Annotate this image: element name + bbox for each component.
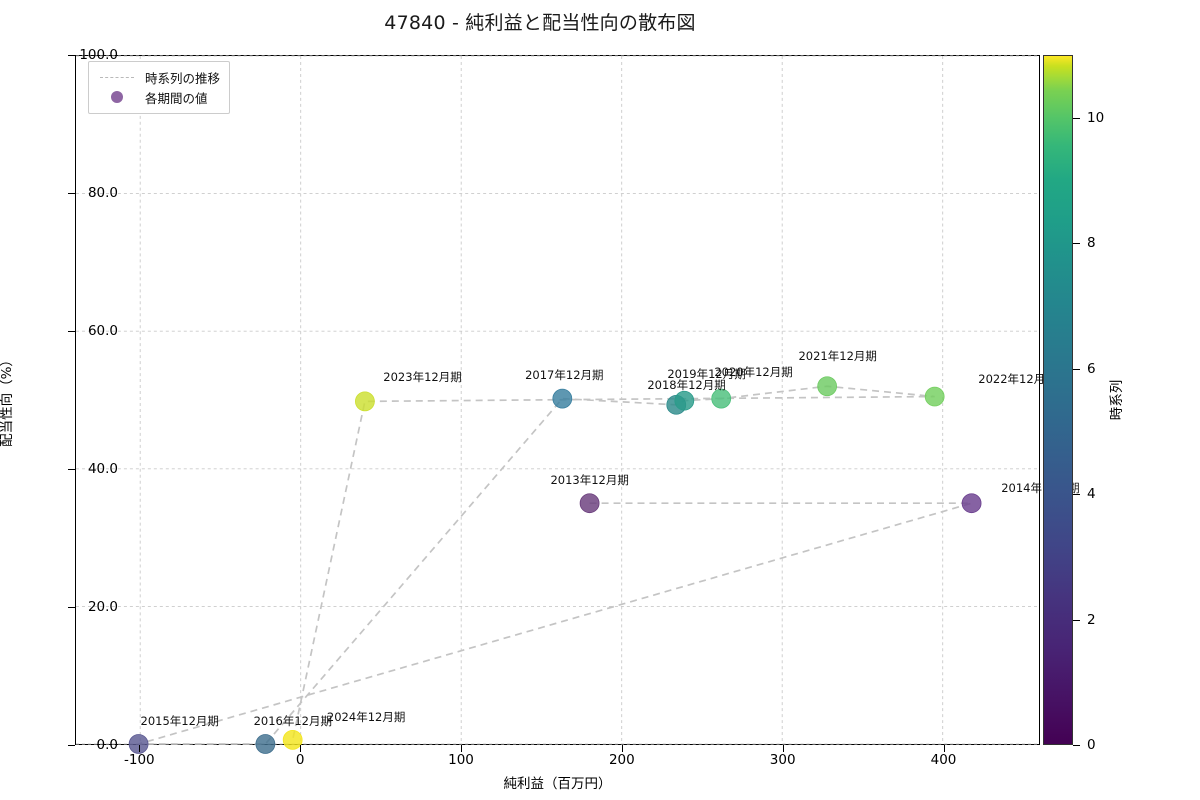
colorbar-tick-label: 4 bbox=[1087, 486, 1096, 503]
x-tick-mark bbox=[461, 745, 462, 752]
plot-area bbox=[75, 55, 1040, 754]
y-tick-label: 40.0 bbox=[87, 461, 118, 477]
y-tick-label: 100.0 bbox=[79, 47, 118, 63]
x-tick-label: 0 bbox=[295, 752, 305, 768]
colorbar-tick-mark bbox=[1073, 745, 1080, 746]
y-tick-label: 20.0 bbox=[87, 599, 118, 615]
y-tick-mark bbox=[68, 331, 75, 332]
data-series bbox=[128, 376, 982, 754]
legend-item-trend: 時系列の推移 bbox=[96, 67, 220, 87]
colorbar-tick-label: 2 bbox=[1087, 611, 1096, 628]
marker-dot-icon bbox=[96, 91, 138, 103]
data-point bbox=[355, 391, 375, 412]
x-tick-label: 200 bbox=[608, 752, 635, 768]
y-tick-label: 0.0 bbox=[96, 737, 118, 753]
colorbar-tick-mark bbox=[1073, 619, 1080, 621]
x-tick-mark bbox=[300, 745, 302, 752]
x-axis-label: 純利益（百万円） bbox=[503, 776, 612, 792]
y-tick-mark bbox=[68, 607, 75, 608]
data-point bbox=[255, 734, 276, 754]
data-point-label: 2023年12月期 bbox=[383, 370, 462, 385]
colorbar-tick-label: 0 bbox=[1087, 737, 1096, 753]
x-tick-label: 100 bbox=[448, 752, 474, 768]
x-tick-label: -100 bbox=[124, 752, 155, 768]
data-point-label: 2022年12月期 bbox=[978, 371, 1057, 386]
x-tick-mark bbox=[621, 745, 623, 752]
x-tick-mark bbox=[943, 745, 945, 752]
data-point bbox=[817, 376, 838, 397]
colorbar-gradient bbox=[1043, 55, 1073, 745]
colorbar-tick-label: 8 bbox=[1087, 235, 1096, 252]
y-tick-label: 80.0 bbox=[87, 185, 118, 201]
legend-label-trend: 時系列の推移 bbox=[145, 70, 221, 86]
colorbar bbox=[1043, 55, 1073, 745]
legend-item-values: 各期間の値 bbox=[96, 87, 220, 107]
data-point bbox=[961, 493, 982, 514]
colorbar-tick-mark bbox=[1073, 368, 1080, 370]
x-tick-label: 300 bbox=[769, 752, 796, 768]
data-point bbox=[579, 493, 600, 514]
data-point bbox=[128, 734, 149, 754]
x-tick-mark bbox=[782, 745, 784, 752]
colorbar-label: 時系列 bbox=[1109, 379, 1125, 421]
x-tick-mark bbox=[139, 745, 141, 752]
y-tick-mark bbox=[68, 55, 75, 56]
colorbar-tick-label: 10 bbox=[1087, 109, 1105, 126]
data-point-label: 2013年12月期 bbox=[550, 472, 629, 487]
legend: 時系列の推移 各期間の値 bbox=[88, 61, 231, 114]
data-point-label: 2019年12月期 bbox=[667, 366, 746, 381]
data-point bbox=[924, 386, 945, 407]
data-point-label: 2018年12月期 bbox=[647, 377, 726, 392]
data-point-label: 2017年12月期 bbox=[525, 367, 604, 382]
colorbar-tick-mark bbox=[1073, 494, 1080, 496]
legend-label-values: 各期間の値 bbox=[145, 90, 208, 106]
data-point-label: 2021年12月期 bbox=[798, 349, 877, 364]
data-point bbox=[711, 388, 732, 409]
data-point bbox=[674, 390, 695, 411]
x-tick-label: 400 bbox=[930, 752, 957, 768]
y-tick-label: 60.0 bbox=[87, 323, 118, 339]
colorbar-tick-mark bbox=[1073, 117, 1080, 119]
data-point bbox=[552, 388, 573, 409]
y-tick-mark bbox=[68, 193, 75, 194]
y-axis-label: 配当性向（%） bbox=[0, 353, 15, 447]
grid-lines bbox=[76, 55, 1039, 745]
page-title: 47840 - 純利益と配当性向の散布図 bbox=[384, 12, 696, 34]
dashed-line-icon bbox=[96, 76, 138, 78]
data-point-label: 2016年12月期 bbox=[253, 714, 332, 728]
y-tick-mark bbox=[68, 469, 75, 470]
colorbar-tick-label: 6 bbox=[1087, 360, 1096, 377]
data-point bbox=[282, 730, 303, 750]
data-point-label: 2020年12月期 bbox=[714, 364, 793, 379]
data-point-label: 2024年12月期 bbox=[326, 709, 406, 724]
data-point-label: 2015年12月期 bbox=[140, 714, 219, 728]
colorbar-tick-mark bbox=[1073, 243, 1080, 245]
y-tick-mark bbox=[68, 745, 75, 746]
